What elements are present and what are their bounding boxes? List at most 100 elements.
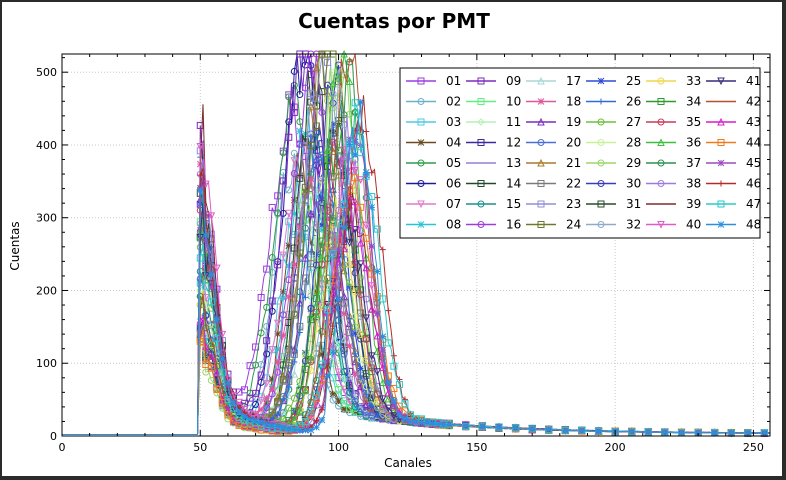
data-point	[406, 411, 414, 419]
data-point	[235, 408, 243, 416]
data-point	[657, 159, 665, 167]
data-point	[285, 425, 293, 433]
legend-label: 05	[446, 156, 461, 170]
data-point	[274, 261, 282, 269]
legend-label: 19	[566, 115, 581, 129]
data-point	[307, 141, 315, 149]
data-point	[351, 174, 359, 182]
data-point	[357, 330, 365, 338]
data-point	[396, 412, 403, 419]
data-point	[335, 397, 342, 405]
legend-label: 16	[506, 218, 521, 232]
legend-label: 42	[746, 95, 761, 109]
data-point	[312, 94, 320, 102]
data-point	[312, 386, 321, 395]
data-point	[274, 345, 282, 353]
data-point	[279, 149, 287, 157]
data-point	[363, 128, 370, 135]
data-point	[196, 337, 204, 345]
data-point	[285, 118, 293, 126]
data-point	[356, 260, 365, 268]
data-point	[357, 203, 365, 211]
data-point	[202, 361, 210, 369]
data-point	[257, 418, 265, 426]
data-point	[597, 200, 605, 208]
data-point	[301, 84, 309, 92]
data-point	[296, 249, 304, 257]
data-point	[340, 299, 348, 307]
data-point	[274, 358, 282, 366]
legend: 01 02 03 04 05 06 07 08 09 10 11 12 13 14 15 16 17 18 19 20…	[399, 67, 761, 239]
data-point	[323, 300, 332, 309]
data-point	[628, 428, 636, 435]
data-point	[257, 329, 265, 337]
data-point	[351, 246, 359, 254]
data-point	[368, 364, 376, 372]
data-point	[274, 398, 282, 406]
data-point	[284, 391, 293, 399]
data-point	[374, 194, 381, 201]
data-point	[274, 368, 282, 376]
data-point	[401, 396, 408, 403]
data-point	[367, 412, 376, 421]
data-point	[290, 415, 299, 424]
data-point	[290, 108, 298, 116]
data-point	[429, 420, 436, 427]
data-point	[240, 405, 249, 414]
legend-label: 30	[626, 177, 641, 191]
data-point	[657, 77, 665, 85]
data-point	[379, 295, 387, 303]
data-point	[597, 77, 605, 85]
legend-label: 40	[686, 218, 701, 232]
data-point	[477, 221, 485, 228]
legend-item: 37	[646, 156, 701, 170]
data-point	[307, 426, 315, 434]
data-point	[362, 314, 371, 323]
data-point	[537, 180, 545, 187]
data-point	[290, 311, 298, 319]
data-point	[207, 364, 215, 372]
y-tick-label: 0	[50, 430, 57, 443]
data-point	[273, 319, 282, 328]
y-tick-label: 500	[36, 66, 57, 79]
data-point	[351, 226, 359, 234]
series-27	[62, 209, 771, 437]
data-point	[417, 139, 425, 146]
data-point	[335, 391, 343, 399]
legend-item: 23	[526, 197, 581, 211]
data-point	[290, 369, 299, 378]
data-point	[202, 282, 210, 290]
data-point	[512, 424, 519, 432]
data-point	[313, 423, 320, 431]
data-point	[202, 237, 210, 245]
data-point	[445, 421, 453, 428]
data-point	[241, 413, 248, 421]
data-point	[351, 99, 359, 107]
data-point	[329, 348, 337, 356]
data-point	[246, 410, 254, 418]
data-point	[274, 330, 282, 338]
data-point	[537, 200, 545, 208]
data-point	[318, 108, 326, 116]
data-point	[477, 118, 485, 126]
data-point	[257, 423, 265, 432]
legend-label: 25	[626, 74, 641, 88]
legend-item: 06	[406, 177, 461, 191]
data-point	[252, 389, 260, 397]
data-point	[495, 423, 503, 431]
data-point	[302, 294, 309, 301]
data-point	[545, 425, 553, 433]
data-point	[661, 428, 669, 436]
data-point	[561, 427, 569, 435]
data-point	[307, 249, 315, 258]
data-point	[362, 335, 370, 343]
data-point	[340, 405, 348, 413]
data-point	[301, 418, 309, 426]
data-point	[346, 186, 354, 194]
data-point	[279, 424, 287, 432]
data-point	[279, 294, 287, 302]
legend-label: 29	[626, 156, 641, 170]
data-point	[252, 400, 260, 408]
data-point	[537, 117, 545, 126]
data-point	[340, 310, 348, 318]
